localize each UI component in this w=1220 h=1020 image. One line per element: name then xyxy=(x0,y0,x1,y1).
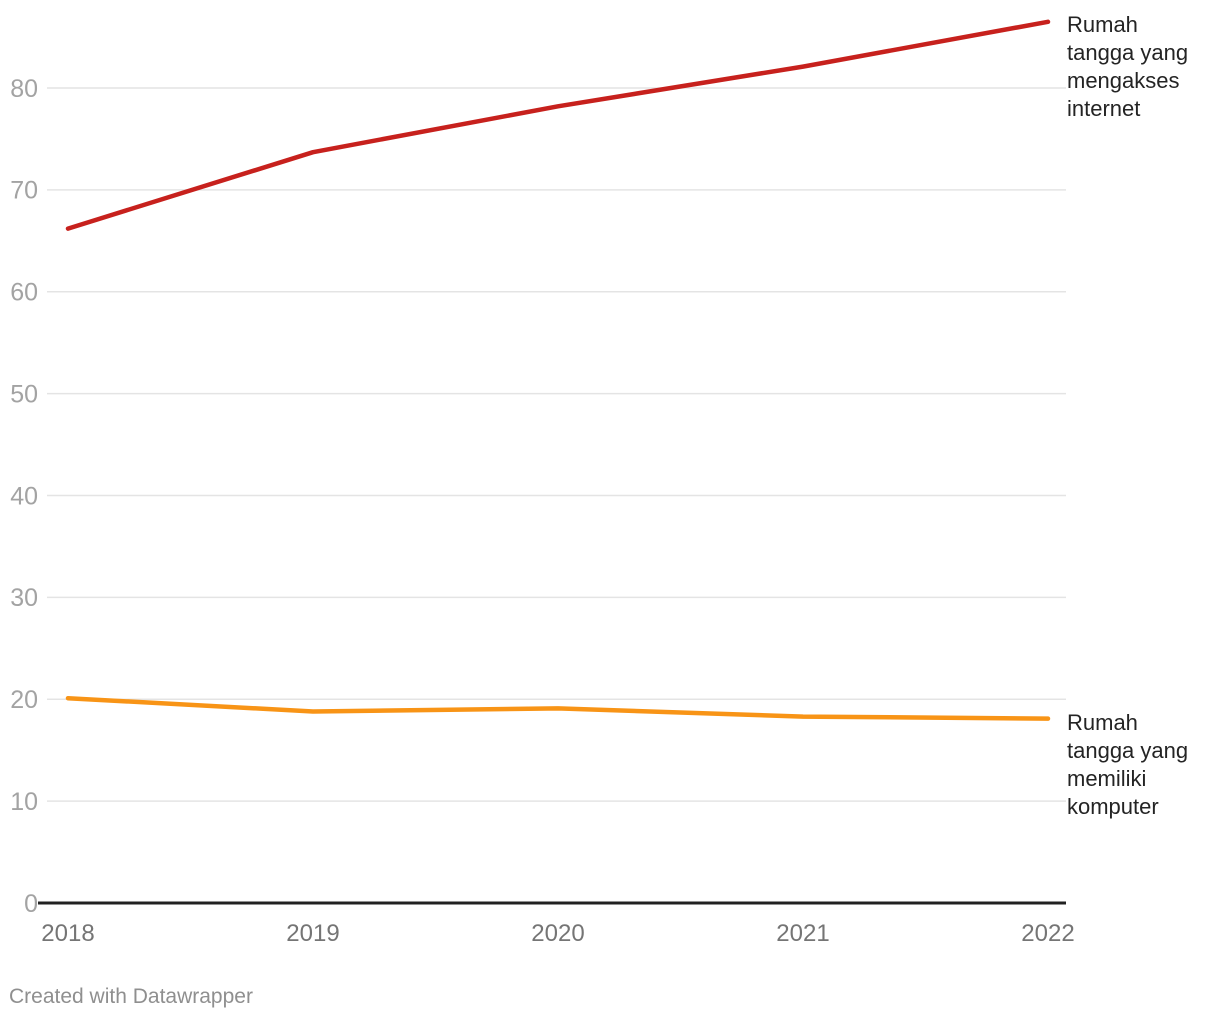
x-tick-label-2018: 2018 xyxy=(41,920,94,947)
x-tick-label-2019: 2019 xyxy=(286,920,339,947)
series-line-internet[interactable] xyxy=(65,19,1051,231)
y-tick-label-20: 20 xyxy=(10,686,38,714)
y-tick-label-10: 10 xyxy=(10,788,38,816)
x-tick-label-2022: 2022 xyxy=(1021,920,1074,947)
y-tick-label-0: 0 xyxy=(24,890,38,918)
series-line-komputer[interactable] xyxy=(65,695,1051,721)
y-tick-label-80: 80 xyxy=(10,75,38,103)
datawrapper-credit: Created with Datawrapper xyxy=(9,985,253,1008)
y-tick-label-70: 70 xyxy=(10,177,38,205)
y-tick-label-50: 50 xyxy=(10,380,38,408)
series-label-internet: Rumah tangga yang mengakses internet xyxy=(1067,12,1189,121)
y-tick-label-40: 40 xyxy=(10,482,38,510)
x-tick-label-2021: 2021 xyxy=(776,920,829,947)
series-label-komputer: Rumah tangga yang memiliki komputer xyxy=(1067,710,1189,819)
y-tick-label-60: 60 xyxy=(10,279,38,307)
y-tick-label-30: 30 xyxy=(10,584,38,612)
x-tick-label-2020: 2020 xyxy=(531,920,584,947)
